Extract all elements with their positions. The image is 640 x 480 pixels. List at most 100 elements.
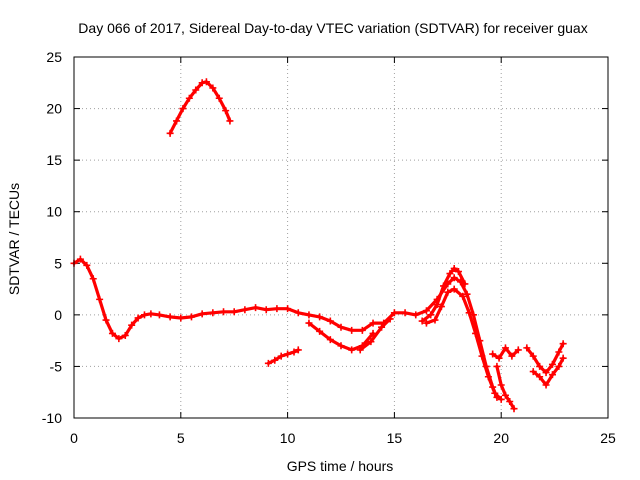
- y-tick-label: 20: [46, 101, 62, 117]
- data-point: [422, 319, 430, 327]
- data-point: [316, 327, 324, 335]
- data-point: [262, 306, 270, 314]
- series-line: [424, 287, 503, 401]
- x-axis-label: GPS time / hours: [287, 458, 394, 474]
- x-tick-label: 10: [280, 430, 296, 446]
- data-point: [305, 319, 313, 327]
- series-segment-13-15h: [356, 315, 394, 354]
- y-tick-label: 0: [54, 307, 62, 323]
- x-tick-label: 0: [70, 430, 78, 446]
- data-point: [493, 362, 501, 370]
- data-point: [529, 352, 537, 360]
- data-point: [290, 348, 298, 356]
- y-axis-label: SDTVAR / TECUs: [6, 183, 22, 295]
- y-tick-label: 10: [46, 204, 62, 220]
- data-point: [529, 368, 537, 376]
- data-point: [450, 274, 458, 282]
- data-point: [198, 79, 206, 87]
- data-point: [495, 354, 503, 362]
- plot-area: [70, 78, 567, 413]
- data-point: [412, 311, 420, 319]
- data-point: [501, 391, 509, 399]
- data-point: [222, 107, 230, 115]
- data-point: [337, 323, 345, 331]
- data-point: [187, 313, 195, 321]
- data-point: [491, 389, 499, 397]
- series-line: [168, 80, 232, 135]
- series-main: [70, 255, 501, 401]
- data-point: [431, 316, 439, 324]
- data-point: [226, 117, 234, 125]
- data-point: [358, 326, 366, 334]
- data-point: [147, 310, 155, 318]
- data-point: [284, 350, 292, 358]
- data-point: [555, 362, 563, 370]
- data-point: [390, 309, 398, 317]
- data-point: [548, 360, 556, 368]
- data-point: [102, 316, 110, 324]
- data-point: [108, 329, 116, 337]
- data-point: [378, 323, 386, 331]
- x-tick-label: 20: [493, 430, 509, 446]
- data-point: [542, 369, 550, 377]
- data-point: [134, 314, 142, 322]
- data-point: [484, 373, 492, 381]
- series-upper-offset-17h: [418, 264, 469, 325]
- data-point: [422, 307, 430, 315]
- data-point: [440, 282, 448, 290]
- data-point: [326, 317, 334, 325]
- data-point: [316, 313, 324, 321]
- data-point: [548, 371, 556, 379]
- data-point: [185, 94, 193, 102]
- chart-title: Day 066 of 2017, Sidereal Day-to-day VTE…: [78, 20, 587, 36]
- data-point: [367, 338, 375, 346]
- series-line: [72, 257, 499, 399]
- data-point: [166, 129, 174, 137]
- data-point: [508, 352, 516, 360]
- data-point: [271, 356, 279, 364]
- data-point: [514, 346, 522, 354]
- data-point: [173, 117, 181, 125]
- data-point: [348, 326, 356, 334]
- grid: [74, 57, 608, 418]
- series-tail-dip-20-5h: [493, 362, 518, 413]
- tick-labels: 0 5 10 15 20 25 -10 -5 0 5 10 15 20 25: [42, 49, 616, 446]
- data-point: [472, 329, 480, 337]
- data-point: [433, 301, 441, 309]
- data-point: [437, 303, 445, 311]
- data-point: [356, 346, 364, 354]
- data-point: [179, 105, 187, 113]
- data-point: [252, 304, 260, 312]
- data-point: [559, 354, 567, 362]
- data-point: [348, 346, 356, 354]
- data-point: [427, 311, 435, 319]
- data-point: [536, 373, 544, 381]
- data-point: [230, 308, 238, 316]
- series-line: [495, 364, 516, 411]
- data-point: [523, 344, 531, 352]
- data-point: [140, 311, 148, 319]
- data-point: [463, 290, 471, 298]
- series-line: [358, 317, 392, 352]
- data-point: [76, 255, 84, 263]
- data-point: [450, 285, 458, 293]
- data-point: [536, 362, 544, 370]
- data-point: [489, 350, 497, 358]
- data-point: [501, 344, 509, 352]
- data-point: [96, 295, 104, 303]
- series-lower-offset-17h: [422, 285, 505, 403]
- data-point: [444, 288, 452, 296]
- data-point: [506, 397, 514, 405]
- x-tick-label: 25: [600, 430, 616, 446]
- data-point: [559, 340, 567, 348]
- data-point: [401, 309, 409, 317]
- data-point: [465, 309, 473, 317]
- y-tick-label: 15: [46, 152, 62, 168]
- data-point: [326, 336, 334, 344]
- y-tick-label: 25: [46, 49, 62, 65]
- data-point: [337, 342, 345, 350]
- data-point: [209, 84, 217, 92]
- data-point: [209, 309, 217, 317]
- data-point: [192, 86, 200, 94]
